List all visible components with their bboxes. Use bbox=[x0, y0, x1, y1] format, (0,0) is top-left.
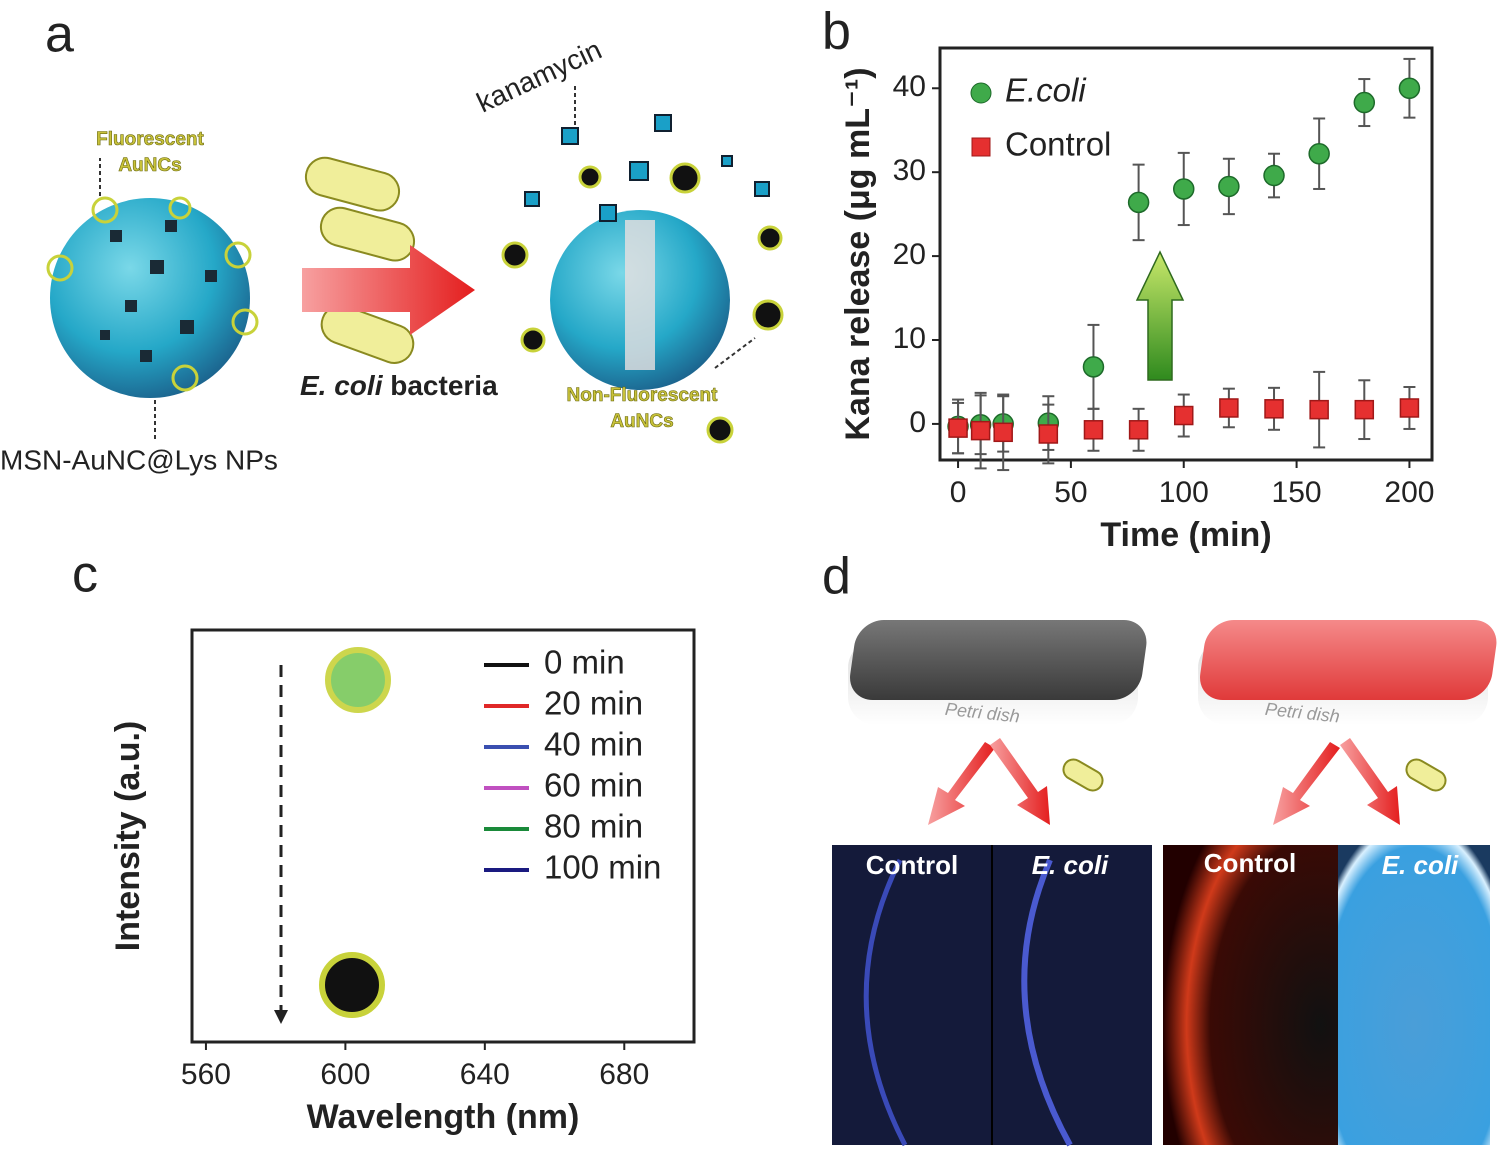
arrow-head bbox=[274, 1010, 288, 1024]
photo-label: E. coli bbox=[1032, 850, 1109, 880]
y-tick-label: 10 bbox=[893, 322, 926, 355]
legend-marker bbox=[970, 82, 992, 104]
legend-label: 60 min bbox=[544, 767, 643, 804]
plot-frame bbox=[190, 628, 696, 1044]
x-axis-title: Wavelength (nm) bbox=[307, 1098, 580, 1136]
released-cargo bbox=[524, 114, 770, 222]
scheme-a: Fluorescent AuNCs MSN-AuNC@Lys NPs E. co… bbox=[0, 34, 784, 475]
x-tick-label: 50 bbox=[1054, 476, 1087, 509]
marker bbox=[1264, 399, 1284, 419]
x-tick-label: 560 bbox=[181, 1058, 231, 1091]
legend-label: 80 min bbox=[544, 808, 643, 845]
panel-d: Petri dish Petri dish Control E. coli Co… bbox=[832, 620, 1497, 1147]
label: E. coli bbox=[300, 370, 384, 401]
marker bbox=[1083, 420, 1104, 440]
marker bbox=[1398, 77, 1421, 100]
dish-rim bbox=[1021, 858, 1073, 1147]
x-axis-title: Time (min) bbox=[1100, 516, 1271, 554]
trend-arrow bbox=[1135, 250, 1185, 381]
marker bbox=[1038, 424, 1059, 444]
dish bbox=[1200, 620, 1497, 700]
panel-label: d bbox=[822, 548, 851, 606]
cluster-icon bbox=[319, 952, 385, 1018]
legend-label: 20 min bbox=[544, 685, 643, 722]
dish bbox=[850, 620, 1147, 700]
x-tick-label: 200 bbox=[1384, 476, 1434, 509]
marker bbox=[1263, 164, 1285, 187]
y-axis-title: Intensity (a.u.) bbox=[109, 721, 147, 951]
x-tick-label: 680 bbox=[599, 1058, 649, 1091]
marker bbox=[1128, 420, 1149, 440]
label: Non-Fluorescent bbox=[567, 385, 719, 406]
marker bbox=[1354, 399, 1375, 420]
non-fluorescent-aunc bbox=[501, 162, 784, 444]
photo bbox=[1163, 845, 1338, 1145]
label: E. coli bacteria bbox=[300, 370, 498, 401]
x-tick-label: 640 bbox=[460, 1058, 510, 1091]
y-tick-label: 20 bbox=[893, 238, 926, 271]
marker bbox=[1308, 142, 1330, 165]
pointer bbox=[714, 337, 756, 369]
photo-label: E. coli bbox=[1382, 850, 1459, 880]
legend-label: 100 min bbox=[544, 849, 661, 886]
photo bbox=[1338, 845, 1490, 1145]
marker bbox=[948, 418, 968, 438]
marker bbox=[970, 420, 991, 441]
y-tick-label: 40 bbox=[893, 70, 926, 103]
pore bbox=[625, 220, 655, 370]
marker bbox=[1219, 398, 1239, 418]
label: MSN-AuNC@Lys NPs bbox=[0, 444, 278, 475]
arrows bbox=[928, 738, 1400, 825]
label: AuNCs bbox=[118, 155, 181, 176]
plot-frame bbox=[938, 46, 1434, 462]
legend-label: E.coli bbox=[1005, 72, 1087, 109]
bacterium bbox=[1062, 758, 1104, 792]
nanoparticle bbox=[50, 198, 250, 398]
bacterium bbox=[1405, 758, 1447, 792]
x-tick-label: 150 bbox=[1272, 476, 1322, 509]
marker bbox=[1172, 178, 1195, 200]
cargo bbox=[100, 220, 217, 362]
label: kanamycin bbox=[472, 34, 606, 119]
marker bbox=[1353, 91, 1376, 114]
x-tick-label: 0 bbox=[950, 476, 967, 509]
dish-rim bbox=[863, 858, 908, 1147]
x-tick-label: 100 bbox=[1159, 476, 1209, 509]
marker bbox=[1082, 356, 1105, 378]
y-tick-label: 0 bbox=[909, 406, 926, 439]
y-axis-title: Kana release (μg mL⁻¹) bbox=[839, 67, 877, 440]
marker bbox=[1309, 399, 1329, 420]
legend-label: 0 min bbox=[544, 644, 625, 681]
bacteria bbox=[304, 156, 416, 364]
photo-label: Control bbox=[866, 850, 958, 880]
label: Fluorescent bbox=[96, 129, 204, 150]
panel-label: c bbox=[72, 546, 98, 604]
marker bbox=[1399, 398, 1420, 418]
panel-label: b bbox=[822, 3, 851, 61]
photo-label: Control bbox=[1204, 848, 1296, 878]
marker bbox=[1173, 405, 1194, 426]
legend-marker bbox=[971, 137, 991, 157]
cluster-icon bbox=[325, 647, 391, 713]
legend-label: Control bbox=[1005, 126, 1111, 163]
marker bbox=[993, 422, 1013, 443]
aunc-shells bbox=[46, 196, 259, 392]
y-tick-label: 30 bbox=[893, 154, 926, 187]
label: bacteria bbox=[390, 370, 498, 401]
arrow bbox=[302, 245, 475, 335]
marker bbox=[1127, 191, 1150, 214]
label: AuNCs bbox=[610, 411, 673, 432]
x-tick-label: 600 bbox=[320, 1058, 370, 1091]
panel-label: a bbox=[45, 6, 74, 64]
legend-label: 40 min bbox=[544, 726, 643, 763]
marker bbox=[1218, 175, 1240, 198]
